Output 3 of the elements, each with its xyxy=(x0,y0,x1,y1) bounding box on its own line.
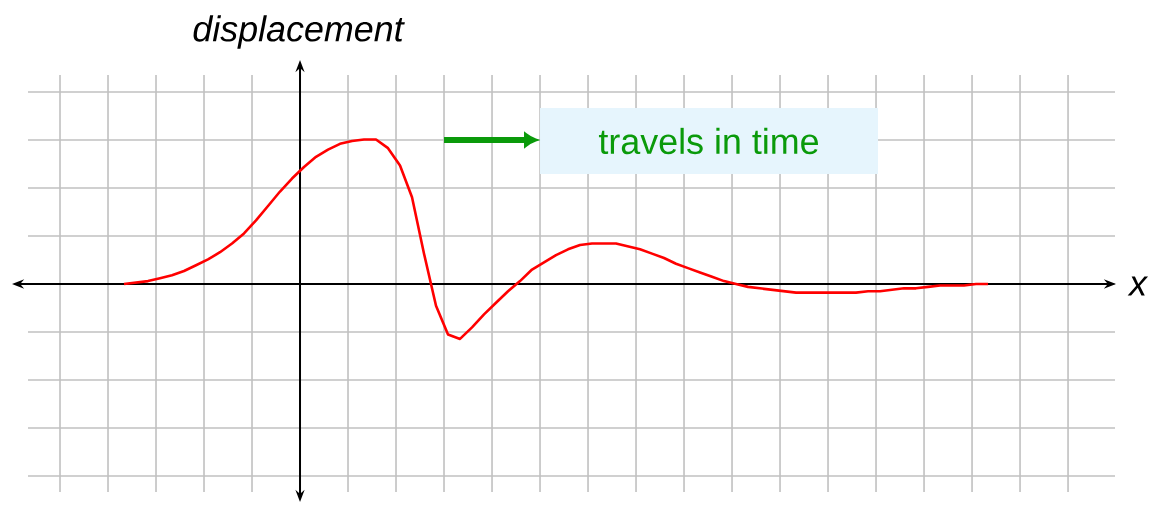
annotation: travels in time xyxy=(598,127,818,155)
y-axis-title: displacement xyxy=(193,15,405,49)
x-axis-title: x xyxy=(1127,276,1149,296)
